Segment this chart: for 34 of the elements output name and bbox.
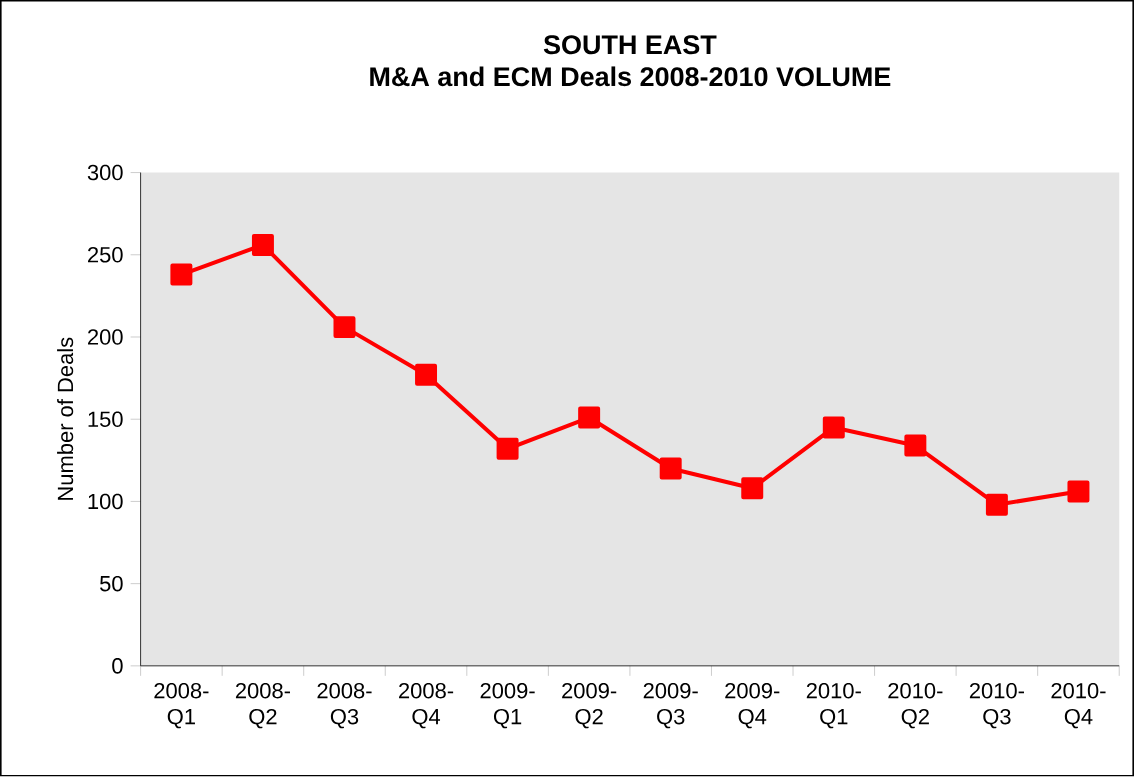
y-tick-label: 200 [88, 329, 123, 346]
y-tick-label: 300 [87, 165, 123, 181]
x-tick-label: 2008-Q2 [235, 683, 291, 729]
point [659, 457, 682, 480]
chart-title: SOUTH EAST [543, 35, 717, 55]
point [496, 438, 519, 461]
y-tick-label: 50 [100, 576, 123, 592]
point [1067, 480, 1090, 503]
point [415, 364, 438, 387]
x-tick-label: 2008-Q1 [154, 683, 209, 729]
point [822, 416, 845, 439]
point [985, 493, 1008, 516]
x-tick-label: 2008-Q3 [317, 683, 372, 729]
chart-subtitle: M&A and ECM Deals 2008-2010 VOLUME [370, 66, 891, 87]
x-tick-label: 2009-Q3 [643, 683, 698, 729]
x-tick-label: 2009-Q1 [480, 683, 535, 729]
point [251, 234, 274, 257]
y-tick-label: 0 [112, 658, 123, 674]
x-tick-label: 2010-Q2 [888, 683, 943, 729]
point [170, 263, 193, 286]
x-tick-label: 2009-Q4 [725, 683, 780, 729]
y-tick-label: 250 [88, 247, 123, 263]
point [904, 434, 927, 457]
x-tick-label: 2010-Q4 [1051, 683, 1106, 729]
point [333, 316, 356, 339]
point [578, 406, 601, 429]
x-tick-label: 2009-Q2 [562, 683, 617, 729]
y-tick-label: 150 [88, 411, 123, 428]
y-axis-title: Number of Deals [57, 337, 74, 501]
y-tick-label: 100 [88, 493, 123, 510]
x-tick-label: 2010-Q3 [969, 683, 1024, 729]
x-tick-label: 2010-Q1 [806, 683, 861, 729]
x-tick-label: 2008-Q4 [399, 683, 454, 729]
point [741, 477, 764, 500]
